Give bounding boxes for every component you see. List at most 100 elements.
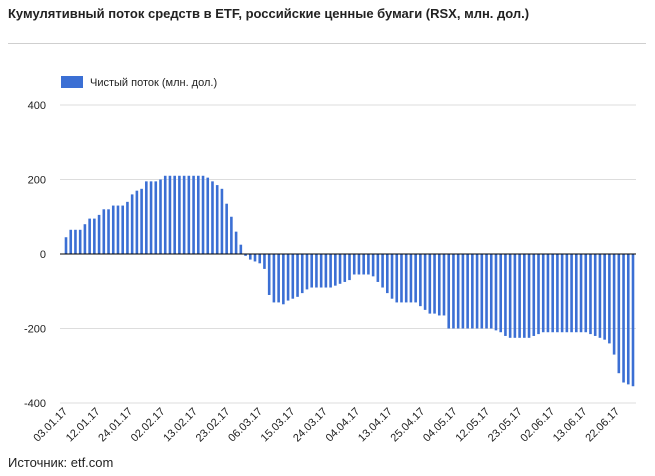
bar xyxy=(248,254,252,260)
bar xyxy=(116,205,120,254)
x-tick-label: 03.01.17 xyxy=(31,406,70,445)
bar xyxy=(437,254,441,316)
bar xyxy=(296,254,299,297)
bar xyxy=(523,254,526,338)
bar xyxy=(88,218,91,254)
bar xyxy=(381,254,384,288)
bar xyxy=(570,254,573,333)
bar xyxy=(201,175,205,254)
bar xyxy=(187,175,191,254)
bar xyxy=(447,254,451,329)
bar xyxy=(315,254,318,288)
bar xyxy=(168,175,172,254)
bar xyxy=(622,254,625,383)
bar xyxy=(102,209,106,254)
bar xyxy=(64,237,68,254)
bar xyxy=(617,254,621,374)
bar xyxy=(480,254,484,329)
bar xyxy=(423,254,427,310)
bar xyxy=(471,254,474,329)
bar xyxy=(357,254,361,275)
bar xyxy=(532,254,536,336)
bar xyxy=(395,254,399,303)
x-tick-label: 25.04.17 xyxy=(389,406,428,445)
bar xyxy=(234,231,238,254)
bar xyxy=(409,254,413,303)
x-tick-label: 24.01.17 xyxy=(96,406,135,445)
bar xyxy=(556,254,559,333)
bar xyxy=(253,254,257,262)
chart-title: Кумулятивный поток средств в ETF, россий… xyxy=(8,6,530,21)
bar xyxy=(272,254,276,303)
x-tick-label: 15.03.17 xyxy=(259,406,298,445)
bar xyxy=(329,254,332,288)
x-tick-label: 04.05.17 xyxy=(421,406,460,445)
source-note: Источник: etf.com xyxy=(8,455,114,470)
bar xyxy=(334,254,337,286)
bar xyxy=(608,254,611,344)
bar xyxy=(400,254,403,303)
bar xyxy=(163,175,167,254)
bar xyxy=(414,254,417,303)
x-tick-label: 22.06.17 xyxy=(583,406,622,445)
bar xyxy=(97,214,101,254)
x-axis-tick-labels: 03.01.1712.01.1724.01.1702.02.1713.02.17… xyxy=(31,406,622,445)
bar xyxy=(182,175,186,254)
bar xyxy=(197,175,200,254)
bar xyxy=(428,254,432,314)
bar xyxy=(560,254,564,333)
legend-label: Чистый поток (млн. дол.) xyxy=(90,77,217,89)
bar xyxy=(258,254,262,264)
bar xyxy=(504,254,507,336)
x-tick-label: 23.05.17 xyxy=(486,406,525,445)
bar xyxy=(244,254,247,256)
bars xyxy=(64,175,635,387)
bar xyxy=(93,218,96,254)
bar xyxy=(69,229,73,254)
bar xyxy=(442,254,446,316)
bar xyxy=(159,179,162,254)
bar xyxy=(362,254,365,275)
bar xyxy=(584,254,588,333)
bar xyxy=(419,254,422,307)
bar xyxy=(386,254,389,294)
bar xyxy=(126,201,129,254)
bar xyxy=(230,216,233,254)
y-axis-ticks: 400 200 0 -200 -400 xyxy=(24,100,46,410)
bar xyxy=(376,254,380,282)
y-tick-label: -400 xyxy=(24,398,46,410)
x-tick-label: 04.04.17 xyxy=(324,406,363,445)
bar xyxy=(489,254,493,329)
legend: Чистый поток (млн. дол.) xyxy=(61,76,217,89)
bar xyxy=(78,229,82,254)
bar xyxy=(475,254,479,329)
bar xyxy=(178,175,181,254)
bar xyxy=(537,254,540,335)
bar xyxy=(612,254,616,355)
bar xyxy=(206,177,210,254)
x-tick-label: 13.04.17 xyxy=(356,406,395,445)
bar xyxy=(83,224,87,254)
bar xyxy=(352,254,356,275)
bar xyxy=(452,254,455,329)
bar xyxy=(267,254,271,295)
y-tick-label: 0 xyxy=(40,249,46,261)
x-tick-label: 13.02.17 xyxy=(161,406,200,445)
x-tick-label: 12.05.17 xyxy=(453,406,492,445)
bar xyxy=(107,209,110,254)
bar xyxy=(338,254,342,284)
bar xyxy=(291,254,295,299)
bar xyxy=(598,254,602,338)
bar xyxy=(551,254,554,333)
bar xyxy=(456,254,460,329)
bar xyxy=(565,254,569,333)
bar xyxy=(121,205,124,254)
bar xyxy=(300,254,304,294)
bar xyxy=(324,254,328,288)
bar xyxy=(518,254,521,338)
bar xyxy=(546,254,550,333)
bar xyxy=(499,254,502,333)
bar xyxy=(282,254,285,305)
bar xyxy=(140,188,143,254)
